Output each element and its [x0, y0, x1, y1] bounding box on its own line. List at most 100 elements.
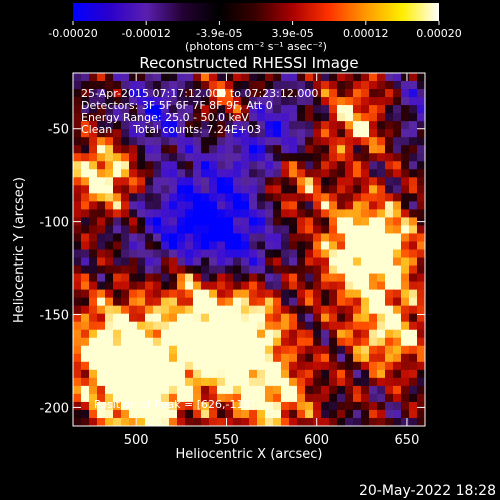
heatmap-cell	[313, 217, 322, 226]
heatmap-cell	[209, 145, 218, 154]
heatmap-cell	[353, 241, 362, 250]
heatmap-cell	[257, 89, 266, 98]
heatmap-cell	[177, 105, 186, 114]
heatmap-cell	[209, 177, 218, 186]
heatmap-cell	[129, 257, 138, 267]
heatmap-cell	[241, 121, 250, 130]
heatmap-cell	[313, 393, 322, 403]
heatmap-cell	[409, 233, 418, 242]
heatmap-cell	[409, 177, 418, 186]
heatmap-cell	[145, 289, 154, 299]
heatmap-cell	[225, 385, 234, 395]
heatmap-cell	[177, 249, 186, 259]
heatmap-cell	[113, 369, 122, 379]
heatmap-cell	[369, 369, 378, 379]
heatmap-cell	[97, 289, 106, 299]
heatmap-cell	[137, 353, 146, 363]
heatmap-cell	[193, 153, 202, 162]
heatmap-cell	[145, 361, 154, 371]
heatmap-cell	[129, 169, 138, 178]
heatmap-cell	[257, 353, 266, 363]
heatmap-cell	[201, 401, 210, 411]
heatmap-cell	[129, 377, 138, 387]
heatmap-cell	[329, 217, 338, 226]
heatmap-cell	[113, 297, 122, 307]
heatmap-cell	[193, 345, 202, 355]
heatmap-cell	[89, 97, 98, 106]
heatmap-cell	[321, 353, 330, 363]
heatmap-cell	[81, 169, 90, 178]
heatmap-cell	[385, 105, 394, 114]
heatmap-cell	[313, 385, 322, 395]
peak-position-label: Position of Peak = [626,-115]	[94, 398, 255, 411]
heatmap-cell	[217, 305, 226, 315]
heatmap-cell	[137, 257, 146, 267]
heatmap-cell	[121, 137, 130, 146]
heatmap-cell	[161, 73, 170, 82]
heatmap-cell	[97, 217, 106, 226]
heatmap-cell	[193, 265, 202, 275]
heatmap-cell	[73, 305, 82, 315]
heatmap-cell	[225, 305, 234, 315]
heatmap-cell	[73, 377, 82, 387]
heatmap-cell	[273, 193, 282, 202]
heatmap-cell	[193, 161, 202, 170]
heatmap-cell	[81, 153, 90, 162]
heatmap-cell	[177, 305, 186, 315]
heatmap-cell	[417, 201, 425, 210]
heatmap-cell	[329, 185, 338, 194]
heatmap-cell	[377, 361, 386, 371]
heatmap-cell	[377, 281, 386, 291]
heatmap-cell	[273, 185, 282, 194]
heatmap-cell	[265, 185, 274, 194]
x-tick-label: 600	[304, 433, 329, 448]
colorbar-tick-label: -0.00012	[121, 27, 170, 40]
heatmap-cell	[377, 305, 386, 315]
heatmap-cell	[297, 281, 306, 291]
heatmap-cell	[361, 145, 370, 154]
heatmap-cell	[401, 361, 410, 371]
heatmap-cell	[81, 393, 90, 403]
heatmap-cell	[185, 201, 194, 210]
heatmap-cell	[337, 273, 346, 283]
heatmap-cell	[385, 153, 394, 162]
heatmap-cell	[153, 97, 162, 106]
heatmap-cell	[201, 257, 210, 267]
heatmap-cell	[137, 81, 146, 90]
heatmap-cell	[289, 201, 298, 210]
heatmap-cell	[241, 369, 250, 379]
heatmap-cell	[353, 257, 362, 267]
heatmap-cell	[289, 89, 298, 98]
heatmap-cell	[377, 193, 386, 202]
heatmap-cell	[289, 409, 298, 419]
heatmap-cell	[241, 185, 250, 194]
heatmap-cell	[281, 385, 290, 395]
heatmap-cell	[121, 337, 130, 347]
heatmap-cell	[193, 225, 202, 234]
heatmap-cell	[385, 89, 394, 98]
heatmap-cell	[113, 89, 122, 98]
heatmap-cell	[177, 241, 186, 250]
heatmap-cell	[193, 337, 202, 347]
heatmap-cell	[265, 385, 274, 395]
heatmap-cell	[177, 289, 186, 299]
heatmap-cell	[417, 377, 425, 387]
heatmap-cell	[241, 145, 250, 154]
heatmap-cell	[225, 273, 234, 283]
heatmap-cell	[153, 345, 162, 355]
heatmap-cell	[217, 297, 226, 307]
heatmap-cell	[161, 169, 170, 178]
heatmap-cell	[217, 161, 226, 170]
heatmap-cell	[321, 233, 330, 242]
heatmap-cell	[393, 193, 402, 202]
heatmap-cell	[121, 113, 130, 122]
heatmap-cell	[169, 129, 178, 138]
heatmap-cell	[313, 233, 322, 242]
y-tick-label: -100	[39, 216, 69, 231]
heatmap-cell	[129, 145, 138, 154]
colorbar-tick-label: 3.9e-05	[271, 27, 313, 40]
heatmap-cell	[97, 361, 106, 371]
heatmap-cell	[393, 137, 402, 146]
heatmap-cell	[97, 185, 106, 194]
heatmap-cell	[153, 249, 162, 259]
